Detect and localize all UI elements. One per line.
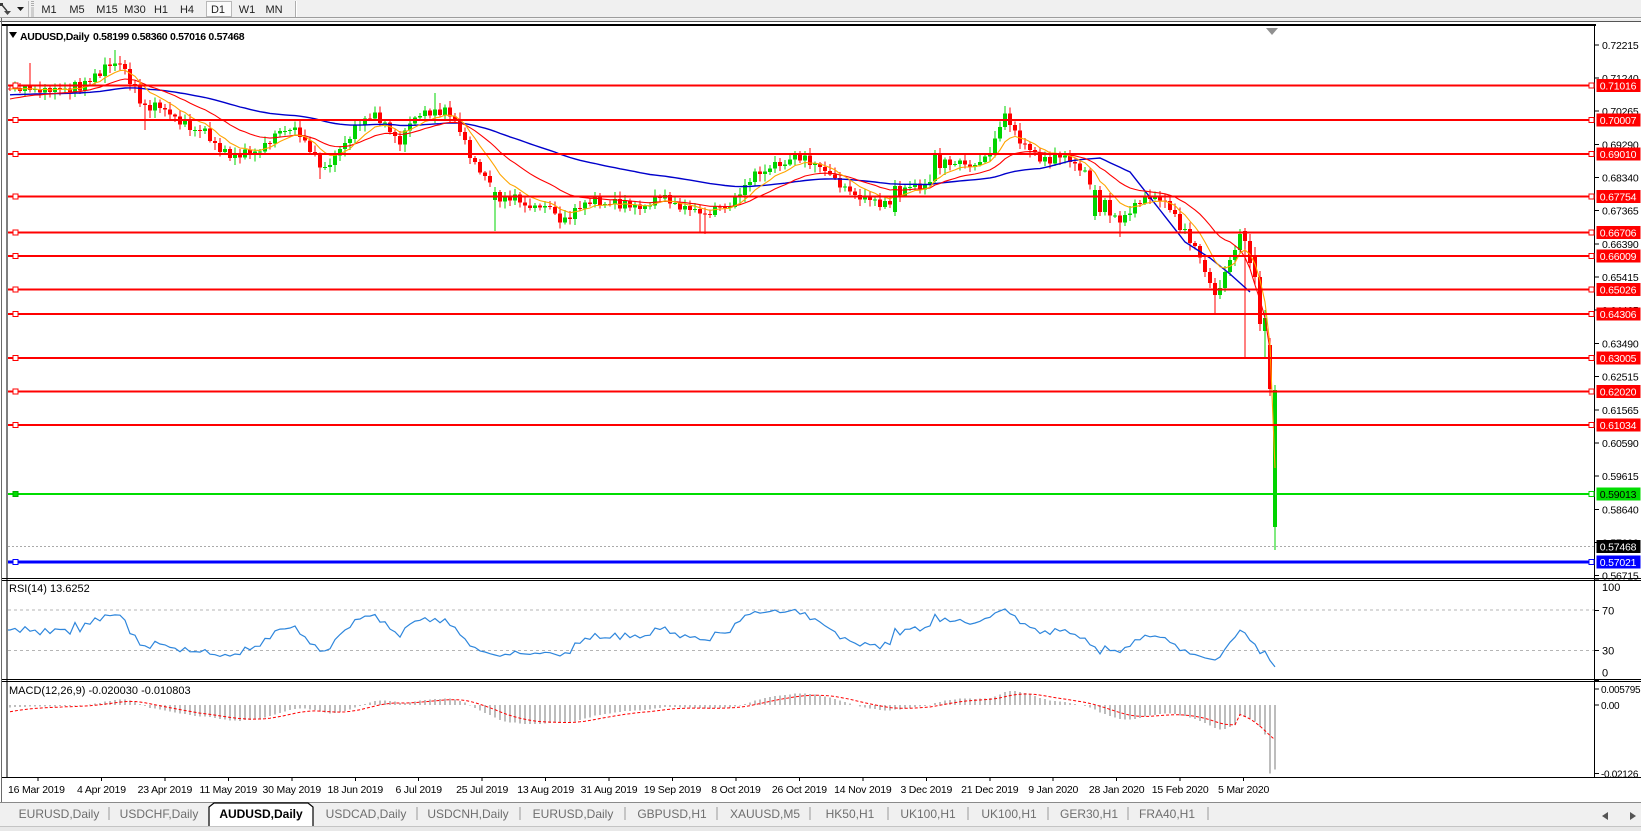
- svg-text:AUDUSD,Daily: AUDUSD,Daily: [219, 807, 303, 821]
- svg-text:8 Oct 2019: 8 Oct 2019: [711, 784, 761, 796]
- svg-text:0.65026: 0.65026: [1600, 284, 1637, 296]
- svg-text:0.00: 0.00: [1601, 701, 1620, 712]
- svg-text:UK100,H1: UK100,H1: [981, 807, 1037, 821]
- svg-text:HK50,H1: HK50,H1: [826, 807, 875, 821]
- svg-text:31 Aug 2019: 31 Aug 2019: [581, 784, 638, 796]
- svg-text:0.57468: 0.57468: [1600, 542, 1637, 554]
- svg-text:0.69010: 0.69010: [1600, 149, 1637, 161]
- svg-text:15 Feb 2020: 15 Feb 2020: [1152, 784, 1209, 796]
- svg-text:30: 30: [1602, 645, 1614, 657]
- svg-text:0.61034: 0.61034: [1600, 420, 1637, 432]
- svg-text:23 Apr 2019: 23 Apr 2019: [138, 784, 193, 796]
- svg-text:0.58640: 0.58640: [1602, 504, 1639, 516]
- svg-text:USDCAD,Daily: USDCAD,Daily: [326, 807, 407, 821]
- svg-text:14 Nov 2019: 14 Nov 2019: [834, 784, 892, 796]
- svg-text:0.70007: 0.70007: [1600, 115, 1637, 127]
- svg-text:0.58199 0.58360 0.57016 0.5746: 0.58199 0.58360 0.57016 0.57468: [93, 31, 245, 43]
- svg-text:H4: H4: [180, 4, 194, 16]
- svg-text:FRA40,H1: FRA40,H1: [1139, 807, 1195, 821]
- svg-text:5 Mar 2020: 5 Mar 2020: [1218, 784, 1269, 796]
- svg-text:0.72215: 0.72215: [1602, 40, 1639, 52]
- svg-text:13 Aug 2019: 13 Aug 2019: [517, 784, 574, 796]
- svg-text:EURUSD,Daily: EURUSD,Daily: [533, 807, 614, 821]
- svg-text:0.67365: 0.67365: [1602, 206, 1639, 218]
- svg-text:UK100,H1: UK100,H1: [900, 807, 956, 821]
- svg-text:0.66390: 0.66390: [1602, 239, 1639, 251]
- svg-text:0.59013: 0.59013: [1600, 489, 1637, 501]
- svg-text:GER30,H1: GER30,H1: [1060, 807, 1118, 821]
- svg-text:0.57021: 0.57021: [1600, 557, 1637, 569]
- svg-text:MN: MN: [265, 4, 282, 16]
- svg-text:EURUSD,Daily: EURUSD,Daily: [19, 807, 100, 821]
- svg-text:70: 70: [1602, 605, 1614, 617]
- svg-text:USDCHF,Daily: USDCHF,Daily: [120, 807, 199, 821]
- svg-text:0.66706: 0.66706: [1600, 227, 1637, 239]
- svg-text:W1: W1: [239, 4, 256, 16]
- svg-text:19 Sep 2019: 19 Sep 2019: [644, 784, 702, 796]
- svg-text:0.63005: 0.63005: [1600, 353, 1637, 365]
- svg-text:0.005795: 0.005795: [1601, 685, 1641, 696]
- svg-text:9 Jan 2020: 9 Jan 2020: [1028, 784, 1078, 796]
- svg-text:18 Jun 2019: 18 Jun 2019: [327, 784, 383, 796]
- svg-text:0.59615: 0.59615: [1602, 471, 1639, 483]
- svg-text:4 Apr 2019: 4 Apr 2019: [77, 784, 126, 796]
- svg-text:GBPUSD,H1: GBPUSD,H1: [637, 807, 707, 821]
- svg-text:25 Jul 2019: 25 Jul 2019: [456, 784, 508, 796]
- svg-text:0.61565: 0.61565: [1602, 405, 1639, 417]
- svg-text:0.64306: 0.64306: [1600, 309, 1637, 321]
- svg-text:0.56715: 0.56715: [1602, 571, 1639, 583]
- svg-text:100: 100: [1602, 582, 1620, 594]
- svg-text:H1: H1: [154, 4, 168, 16]
- svg-text:AUDUSD,Daily: AUDUSD,Daily: [20, 31, 90, 43]
- svg-text:D1: D1: [211, 4, 225, 16]
- svg-text:M5: M5: [69, 4, 84, 16]
- svg-text:0.68340: 0.68340: [1602, 173, 1639, 185]
- svg-text:0.63490: 0.63490: [1602, 338, 1639, 350]
- svg-text:30 May 2019: 30 May 2019: [263, 784, 322, 796]
- svg-text:0.60590: 0.60590: [1602, 438, 1639, 450]
- svg-text:0.66009: 0.66009: [1600, 251, 1637, 263]
- svg-text:21 Dec 2019: 21 Dec 2019: [961, 784, 1019, 796]
- svg-text:16 Mar 2019: 16 Mar 2019: [8, 784, 65, 796]
- svg-text:28 Jan 2020: 28 Jan 2020: [1089, 784, 1145, 796]
- svg-text:6 Jul 2019: 6 Jul 2019: [395, 784, 442, 796]
- svg-text:11 May 2019: 11 May 2019: [199, 784, 257, 796]
- svg-text:3 Dec 2019: 3 Dec 2019: [900, 784, 952, 796]
- svg-text:USDCNH,Daily: USDCNH,Daily: [427, 807, 508, 821]
- svg-text:0.71016: 0.71016: [1600, 81, 1637, 93]
- svg-text:0.62020: 0.62020: [1600, 387, 1637, 399]
- svg-text:0.65415: 0.65415: [1602, 272, 1639, 284]
- svg-text:-0.02126: -0.02126: [1601, 770, 1639, 781]
- svg-text:XAUUSD,M5: XAUUSD,M5: [730, 807, 800, 821]
- svg-text:M15: M15: [96, 4, 117, 16]
- svg-text:MACD(12,26,9) -0.020030 -0.010: MACD(12,26,9) -0.020030 -0.010803: [9, 685, 191, 697]
- svg-text:0: 0: [1602, 668, 1608, 680]
- svg-text:M1: M1: [41, 4, 56, 16]
- svg-text:0.62515: 0.62515: [1602, 372, 1639, 384]
- svg-text:26 Oct 2019: 26 Oct 2019: [772, 784, 827, 796]
- svg-text:0.67754: 0.67754: [1600, 192, 1637, 204]
- svg-text:M30: M30: [124, 4, 145, 16]
- svg-text:RSI(14) 13.6252: RSI(14) 13.6252: [9, 583, 90, 595]
